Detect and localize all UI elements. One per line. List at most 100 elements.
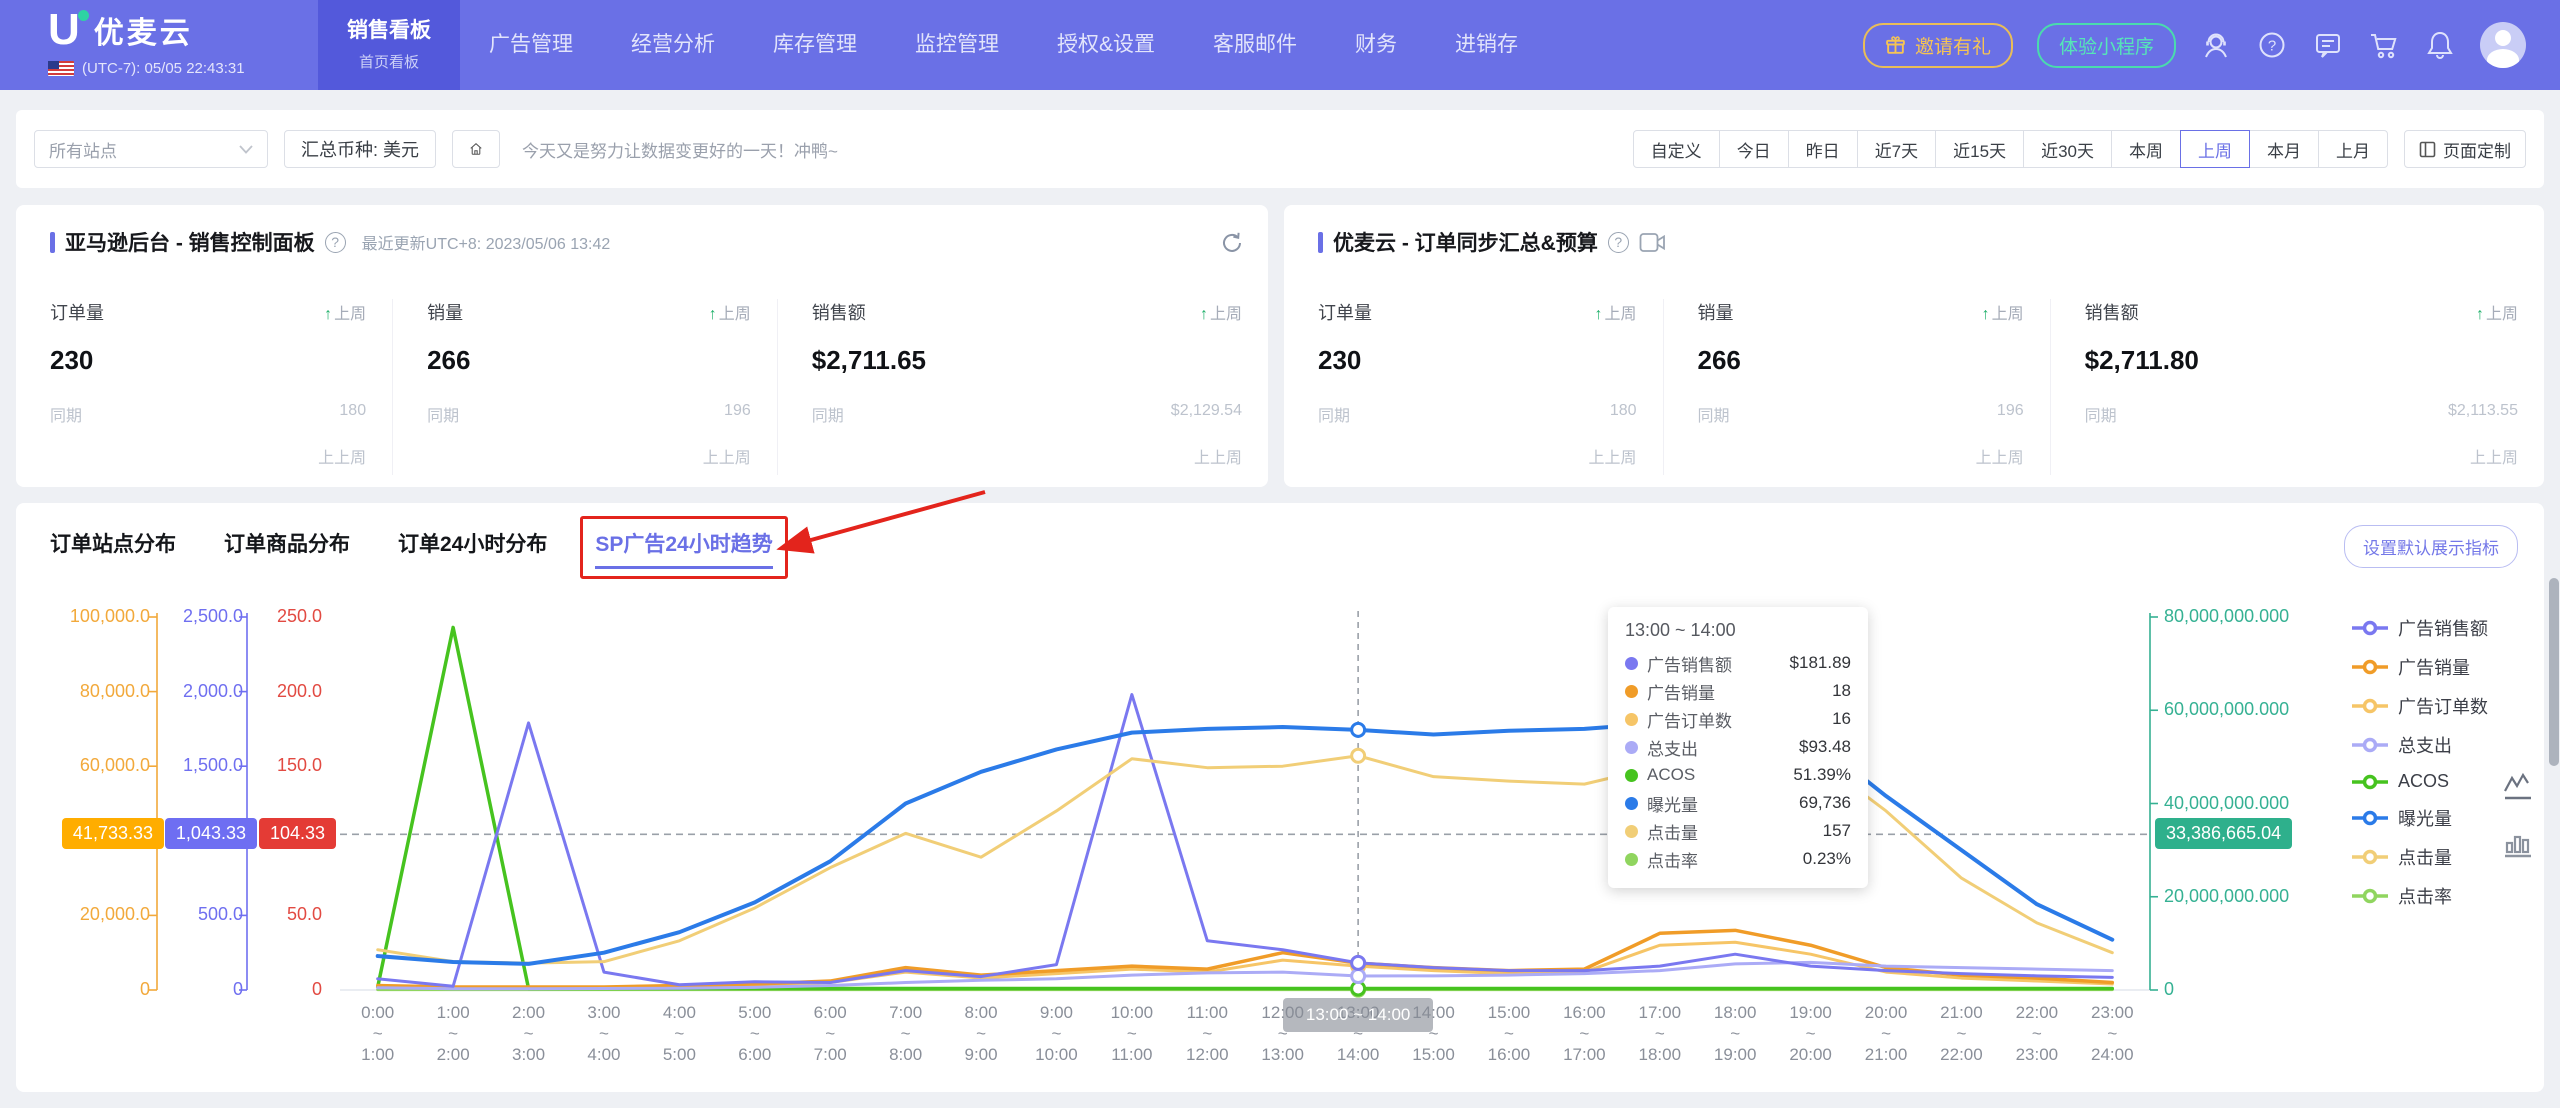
- refresh-button[interactable]: [1220, 231, 1244, 260]
- date-range-本月[interactable]: 本月: [2249, 130, 2319, 168]
- logo-text: 优麦云: [93, 17, 193, 50]
- compare-label: 同期: [2084, 408, 2117, 425]
- help-icon[interactable]: ?: [324, 231, 346, 253]
- tab-订单24小时分布[interactable]: 订单24小时分布: [398, 533, 548, 556]
- up-arrow-icon: ↑: [708, 306, 717, 323]
- nav-item-授权&设置[interactable]: 授权&设置: [1028, 0, 1184, 90]
- page-scrollbar[interactable]: [2549, 578, 2559, 766]
- metric-value: 266: [1697, 345, 1741, 375]
- nav-item-label: 授权&设置: [1057, 33, 1156, 56]
- feedback-icon[interactable]: [2312, 29, 2344, 61]
- trend-badge: ↑ 上周: [324, 300, 366, 324]
- footer-label: 上上周: [1588, 450, 1637, 467]
- x-axis-label: 0:00 ~1:00: [361, 1003, 395, 1064]
- date-range-本周[interactable]: 本周: [2111, 130, 2181, 168]
- date-range-上周[interactable]: 上周: [2180, 130, 2250, 168]
- nav-item-经营分析[interactable]: 经营分析: [602, 0, 744, 90]
- nav-item-库存管理[interactable]: 库存管理: [744, 0, 886, 90]
- legend-item-广告销售额[interactable]: 广告销售额: [2352, 615, 2488, 641]
- currency-selector[interactable]: 汇总币种: 美元: [284, 130, 437, 168]
- date-range-自定义[interactable]: 自定义: [1632, 130, 1720, 168]
- metric-cell-订单量: 订单量 ↑ 上周 230 同期 180 上上周: [1284, 299, 1664, 475]
- title-accent-bar: [1318, 231, 1323, 253]
- tab-订单站点分布[interactable]: 订单站点分布: [50, 533, 176, 556]
- axis-tick-label: 2,000.0: [182, 680, 243, 701]
- cart-icon[interactable]: [2368, 29, 2400, 61]
- legend-item-曝光量[interactable]: 曝光量: [2352, 805, 2488, 831]
- site-select[interactable]: 所有站点: [34, 130, 268, 168]
- line-chart-icon[interactable]: [2502, 771, 2534, 803]
- series-line-广告销售额[interactable]: [376, 693, 2114, 988]
- legend-item-点击量[interactable]: 点击量: [2352, 844, 2488, 870]
- legend-item-广告销量[interactable]: 广告销量: [2352, 654, 2488, 680]
- x-axis-label: 6:00 ~7:00: [813, 1003, 847, 1064]
- date-range-上月[interactable]: 上月: [2318, 130, 2388, 168]
- logo-icon: U: [48, 6, 89, 54]
- tooltip-series-value: 51.39%: [1793, 765, 1851, 784]
- x-axis-label: 15:00 ~16:00: [1487, 1003, 1531, 1064]
- default-metrics-settings-button[interactable]: 设置默认展示指标: [2344, 525, 2518, 568]
- x-axis-label: 17:00 ~18:00: [1638, 1003, 1682, 1064]
- nav-item-广告管理[interactable]: 广告管理: [460, 0, 602, 90]
- brand-block: U 优麦云: [48, 6, 193, 54]
- video-tutorial-icon[interactable]: [1639, 232, 1666, 253]
- axis-tick-label: 500.0: [197, 904, 243, 925]
- nav-item-label: 经营分析: [631, 33, 715, 56]
- tooltip-series-value: 16: [1832, 709, 1851, 728]
- metric-cell-销售额: 销售额 ↑ 上周 $2,711.65 同期 $2,129.54 上上周: [778, 299, 1268, 475]
- mini-program-button[interactable]: 体验小程序: [2036, 22, 2176, 68]
- metric-header: 销售额 ↑ 上周: [812, 299, 1242, 325]
- legend-marker: [2352, 620, 2388, 636]
- x-axis-label: 7:00 ~8:00: [889, 1003, 923, 1064]
- user-avatar[interactable]: [2480, 22, 2526, 68]
- help-icon[interactable]: ?: [1607, 231, 1629, 253]
- date-range-近30天[interactable]: 近30天: [2023, 130, 2112, 168]
- tab-SP广告24小时趋势[interactable]: SP广告24小时趋势: [580, 516, 789, 579]
- nav-item-销售看板[interactable]: 销售看板 首页看板: [318, 0, 460, 90]
- x-axis-label: 20:00 ~21:00: [1864, 1003, 1908, 1064]
- nav-item-财务[interactable]: 财务: [1326, 0, 1426, 90]
- date-range-今日[interactable]: 今日: [1718, 130, 1789, 168]
- tooltip-series-label: 总支出: [1647, 739, 1698, 759]
- highlighted-range-pill: 13:00 ~ 14:00: [1283, 998, 1434, 1032]
- series-line-总支出[interactable]: [376, 960, 2114, 991]
- chart-area: 广告销售额 广告销量 广告订单数 总支出 ACOS 曝光量 点击量 点击率 13:00 ~ 1…: [16, 593, 2544, 1092]
- legend-item-广告订单数[interactable]: 广告订单数: [2352, 693, 2488, 719]
- help-icon[interactable]: ?: [2256, 29, 2288, 61]
- bell-icon[interactable]: [2424, 29, 2456, 61]
- daily-slogan: 今天又是努力让数据变更好的一天！冲鸭~: [522, 141, 838, 161]
- tooltip-series-label: 广告销售额: [1647, 655, 1732, 675]
- tooltip-row-点击量: 点击量 157: [1625, 817, 1851, 845]
- tab-订单商品分布[interactable]: 订单商品分布: [224, 533, 350, 556]
- date-range-近7天[interactable]: 近7天: [1856, 130, 1937, 168]
- legend-item-点击率[interactable]: 点击率: [2352, 883, 2488, 909]
- legend-item-总支出[interactable]: 总支出: [2352, 732, 2488, 758]
- series-line-广告销量[interactable]: [375, 928, 2115, 989]
- bar-chart-icon[interactable]: [2502, 829, 2534, 861]
- nav-item-客服邮件[interactable]: 客服邮件: [1184, 0, 1326, 90]
- clock-text: (UTC-7): 05/05 22:43:31: [82, 60, 245, 77]
- legend-item-ACOS[interactable]: ACOS: [2352, 771, 2488, 792]
- nav-item-进销存[interactable]: 进销存: [1426, 0, 1547, 90]
- highlight-marker-总支出: [1350, 968, 1367, 985]
- chart-card: 订单站点分布 订单商品分布 订单24小时分布 SP广告24小时趋势 设置默认展示指标 …: [16, 503, 2544, 1092]
- axis-tick-label: 200.0: [276, 680, 322, 701]
- legend-marker: [2352, 849, 2388, 865]
- footer-label: 上上周: [1193, 450, 1242, 467]
- trend-badge: ↑ 上周: [2476, 300, 2518, 324]
- series-dot: [1625, 740, 1638, 754]
- nav-item-监控管理[interactable]: 监控管理: [886, 0, 1028, 90]
- date-range-近15天[interactable]: 近15天: [1935, 130, 2025, 168]
- metric-value: 230: [1318, 345, 1362, 375]
- x-axis-label: 9:00 ~10:00: [1035, 1003, 1078, 1064]
- axis-average-badge: 33,386,665.04: [2155, 818, 2293, 850]
- highlight-marker-点击量: [1350, 747, 1367, 764]
- date-range-昨日[interactable]: 昨日: [1787, 130, 1858, 168]
- customer-service-icon[interactable]: [2200, 29, 2232, 61]
- invite-button[interactable]: 邀请有礼: [1862, 22, 2013, 68]
- axis-tick-label: 0: [232, 979, 243, 999]
- home-button[interactable]: [452, 130, 501, 168]
- page-customize-button[interactable]: 页面定制: [2404, 130, 2526, 168]
- svg-text:?: ?: [2268, 38, 2276, 55]
- metric-value: $2,711.65: [811, 345, 926, 375]
